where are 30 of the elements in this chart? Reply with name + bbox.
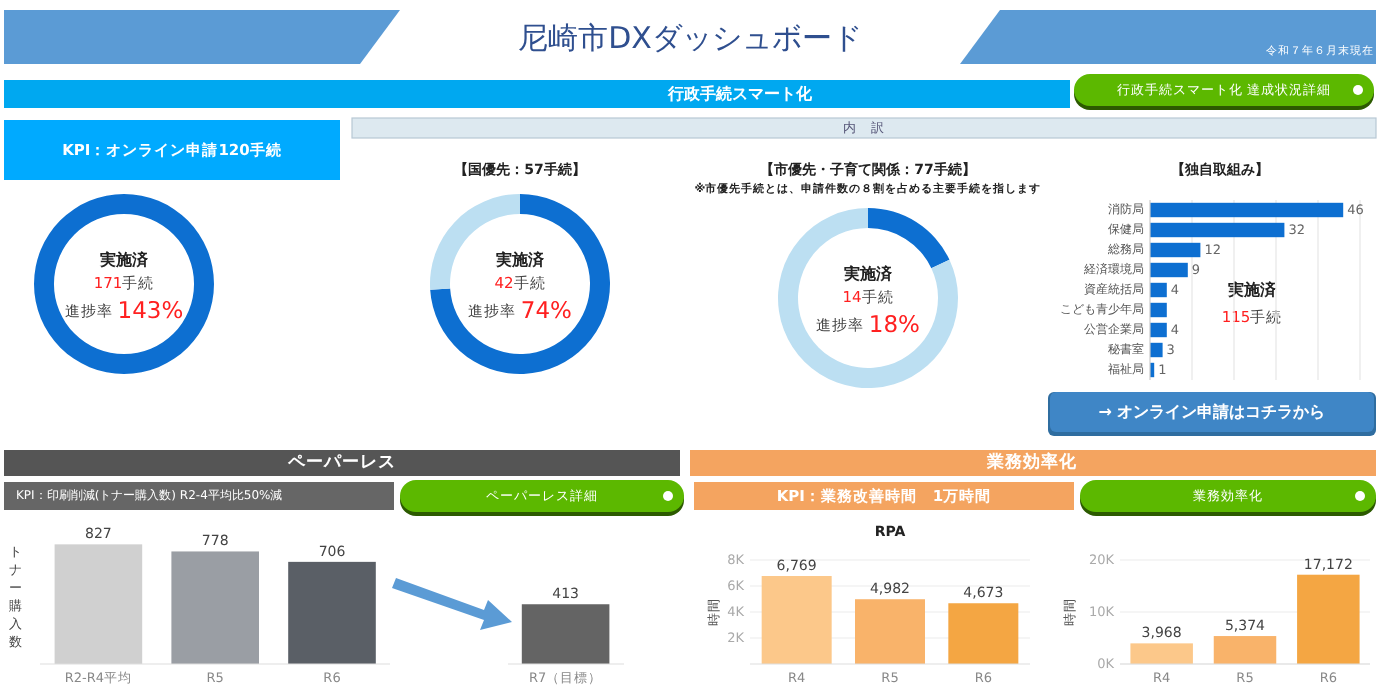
bar (1150, 282, 1167, 298)
text: 実施済 (98, 249, 150, 269)
bar (855, 599, 925, 664)
text: 業務効率化 (985, 451, 1079, 473)
bar (1150, 342, 1163, 358)
text: 行政手続スマート化 (666, 85, 814, 103)
bar (54, 544, 143, 664)
text: → オンライン申請はコチラから (1098, 403, 1326, 421)
donut-slice (778, 208, 958, 388)
bar (1150, 222, 1285, 238)
bar (1297, 574, 1360, 664)
bar (1150, 322, 1167, 338)
bar (1150, 302, 1167, 318)
bar (171, 551, 259, 664)
annotation: 実施済 (1226, 279, 1278, 299)
donut-slice (430, 194, 610, 374)
text: 尼崎市DXダッシュボード (518, 20, 862, 56)
bar (948, 603, 1019, 664)
bar (288, 561, 376, 664)
bar (1150, 202, 1344, 218)
text: 実施済 (494, 249, 546, 269)
donut-slice (868, 208, 950, 269)
bar (761, 576, 832, 664)
bar (1150, 242, 1201, 258)
bar (1213, 636, 1277, 664)
text: 実施済 (842, 263, 894, 283)
chart-title: ペーパーレス (286, 453, 396, 473)
bar (521, 604, 610, 664)
bar (1150, 262, 1188, 278)
bar (1130, 643, 1193, 664)
